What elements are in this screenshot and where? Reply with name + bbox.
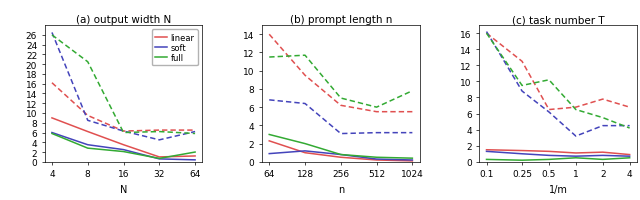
Title: (c) task number T: (c) task number T [512,15,604,25]
X-axis label: 1/m: 1/m [548,184,568,194]
Legend: linear, soft, full: linear, soft, full [152,30,198,66]
Title: (b) prompt length n: (b) prompt length n [290,15,392,25]
X-axis label: N: N [120,184,127,194]
Title: (a) output width N: (a) output width N [76,15,171,25]
X-axis label: n: n [338,184,344,194]
